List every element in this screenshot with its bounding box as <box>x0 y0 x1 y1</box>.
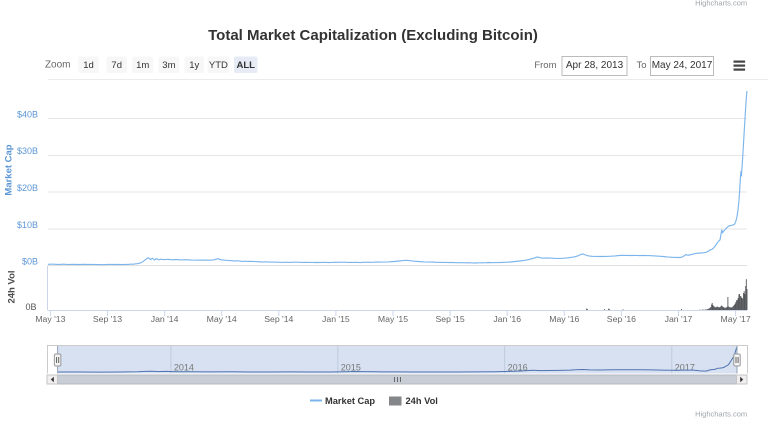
svg-text:24h Vol: 24h Vol <box>6 270 17 303</box>
svg-text:1y: 1y <box>189 60 199 71</box>
svg-text:Sep '16: Sep '16 <box>607 314 636 324</box>
svg-text:$10B: $10B <box>17 220 38 230</box>
svg-text:Market Cap: Market Cap <box>325 396 375 406</box>
svg-text:Market Cap: Market Cap <box>3 144 14 195</box>
svg-text:ALL: ALL <box>236 60 255 71</box>
svg-text:Sep '13: Sep '13 <box>93 314 122 324</box>
svg-text:1d: 1d <box>83 60 94 71</box>
svg-text:From: From <box>534 60 556 71</box>
svg-text:Highcharts.com: Highcharts.com <box>695 409 747 418</box>
svg-text:Sep '15: Sep '15 <box>435 314 464 324</box>
svg-text:$40B: $40B <box>17 110 38 120</box>
svg-text:May '13: May '13 <box>35 314 65 324</box>
svg-text:24h Vol: 24h Vol <box>406 396 438 406</box>
svg-text:Jan '14: Jan '14 <box>151 314 179 324</box>
svg-text:$20B: $20B <box>17 183 38 193</box>
svg-text:Jan '17: Jan '17 <box>665 314 693 324</box>
svg-text:Total Market Capitalization (E: Total Market Capitalization (Excluding B… <box>208 27 538 44</box>
svg-text:May '16: May '16 <box>549 314 579 324</box>
svg-text:Jan '15: Jan '15 <box>322 314 350 324</box>
svg-text:YTD: YTD <box>209 60 228 71</box>
svg-text:1m: 1m <box>136 60 149 71</box>
svg-text:2015: 2015 <box>341 363 361 373</box>
svg-text:$0B: $0B <box>22 257 38 267</box>
svg-text:May '14: May '14 <box>207 314 237 324</box>
svg-text:3m: 3m <box>162 60 175 71</box>
svg-text:Jan '16: Jan '16 <box>493 314 521 324</box>
svg-text:Apr 28, 2013: Apr 28, 2013 <box>566 60 624 71</box>
svg-text:2017: 2017 <box>675 363 695 373</box>
svg-text:0B: 0B <box>25 302 36 312</box>
svg-text:May 24, 2017: May 24, 2017 <box>652 60 713 71</box>
svg-text:7d: 7d <box>111 60 122 71</box>
svg-text:Highcharts.com: Highcharts.com <box>695 0 747 8</box>
svg-text:$30B: $30B <box>17 146 38 156</box>
svg-text:May '17: May '17 <box>721 314 751 324</box>
svg-text:Sep '14: Sep '14 <box>264 314 293 324</box>
svg-text:To: To <box>636 60 646 71</box>
svg-text:May '15: May '15 <box>378 314 408 324</box>
svg-text:2016: 2016 <box>508 363 528 373</box>
svg-text:Zoom: Zoom <box>45 60 71 71</box>
svg-text:2014: 2014 <box>174 363 194 373</box>
